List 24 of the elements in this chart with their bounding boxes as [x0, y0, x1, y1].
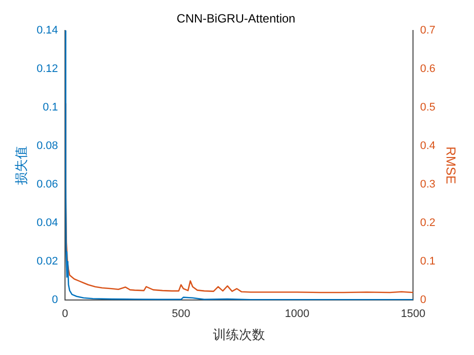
y2-axis-title: RMSE — [444, 146, 459, 184]
y-tick-label: 0.1 — [42, 102, 58, 114]
x-axis-title: 训练次数 — [213, 326, 266, 342]
y-tick-label: 0.06 — [36, 178, 58, 191]
y2-tick-label: 0.4 — [420, 140, 436, 152]
y-tick-label: 0.12 — [36, 62, 58, 75]
y2-tick-label: 0.2 — [420, 217, 436, 230]
y2-tick-label: 0.7 — [420, 24, 436, 36]
x-tick-label: 1000 — [284, 308, 310, 320]
x-tick-label: 0 — [62, 308, 68, 320]
y2-tick-label: 0.6 — [420, 62, 436, 75]
y-tick-label: 0 — [52, 294, 58, 306]
x-tick-label: 1500 — [400, 308, 426, 320]
y2-tick-label: 0.3 — [420, 178, 436, 191]
y-tick-label: 0.04 — [36, 217, 58, 230]
y-tick-label: 0.14 — [36, 24, 58, 36]
y2-tick-label: 0.5 — [420, 102, 436, 114]
y-tick-label: 0.02 — [36, 256, 58, 268]
x-tick-label: 500 — [172, 308, 190, 320]
chart-title: CNN-BiGRU-Attention — [176, 12, 296, 26]
y2-tick-label: 0.1 — [420, 256, 436, 268]
y-tick-label: 0.08 — [36, 140, 58, 152]
y-axis-title: 损失值 — [13, 146, 28, 185]
y2-tick-label: 0 — [420, 294, 426, 306]
